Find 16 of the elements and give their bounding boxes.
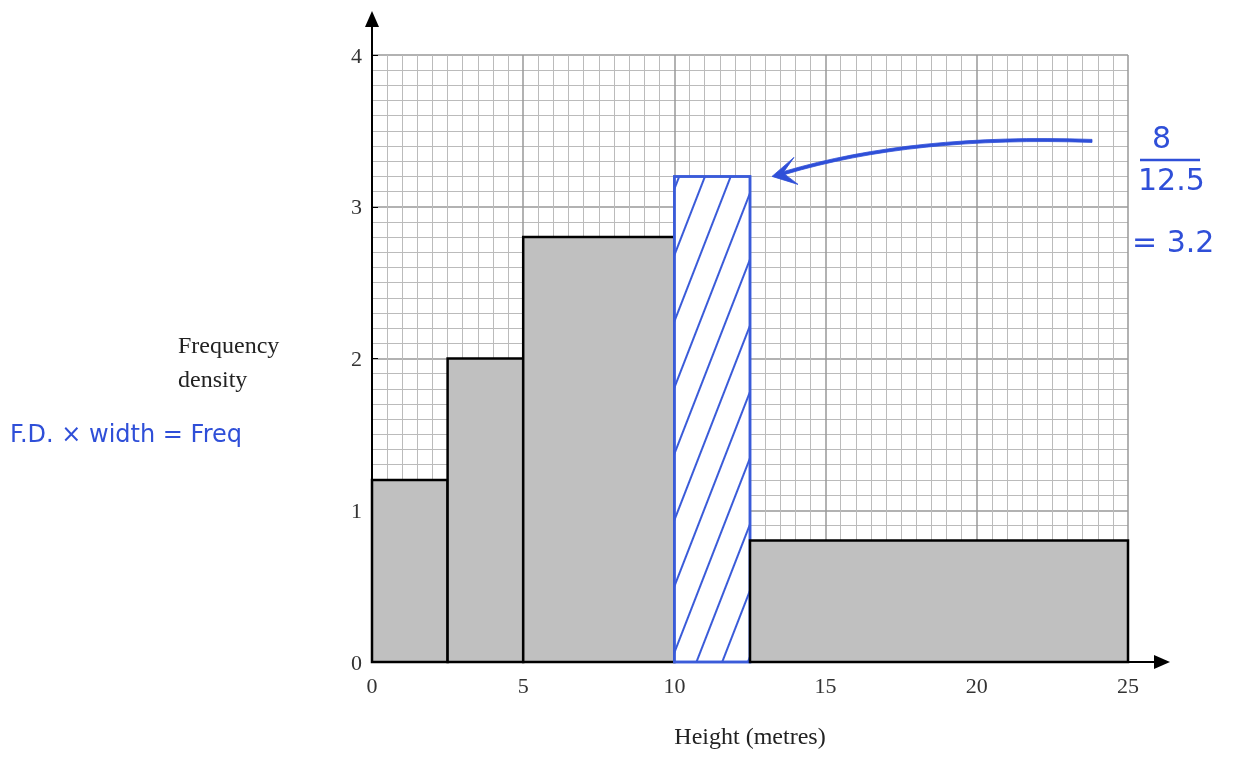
x-tick-label: 5 (517, 672, 529, 698)
y-tick-label: 3 (351, 194, 362, 220)
y-tick-label: 0 (351, 649, 362, 675)
text: 8 (1152, 120, 1172, 155)
y-axis-title: Frequency density (178, 331, 281, 394)
x-axis-title: Height (metres) (674, 723, 826, 749)
y-tick-label: 1 (351, 497, 362, 523)
text: 12.5 (1138, 162, 1205, 197)
text: = 3.2 (1132, 224, 1215, 259)
y-tick-label: 4 (351, 42, 362, 68)
x-tick-label: 20 (965, 672, 988, 698)
x-tick-label: 25 (1117, 672, 1139, 698)
x-tick-label: 10 (663, 672, 686, 698)
x-tick-label: 15 (814, 672, 837, 698)
y-tick-label: 2 (351, 346, 362, 371)
text: F.D. × width = Freq (10, 420, 242, 448)
